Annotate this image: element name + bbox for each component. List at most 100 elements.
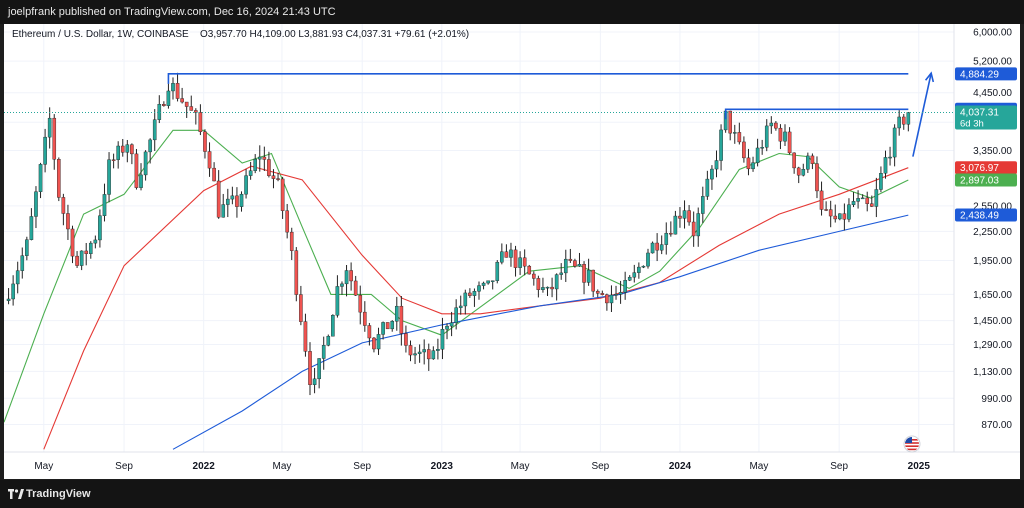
candle-body (148, 139, 152, 153)
candle-body (577, 264, 582, 267)
candle-body (267, 159, 271, 176)
price-tick-label: 2,250.00 (973, 227, 1012, 238)
time-tick-label: Sep (591, 461, 609, 472)
candle-body (764, 125, 769, 148)
candle-body (180, 98, 184, 103)
price-label-text: 2,438.49 (960, 211, 999, 222)
candle-body (472, 291, 477, 296)
brand-name: TradingView (26, 488, 91, 500)
candle-body (815, 163, 819, 192)
candle-body (737, 132, 742, 143)
candle-body (445, 325, 449, 330)
candle-body (207, 151, 212, 169)
candle-body (646, 252, 650, 267)
candle-body (344, 270, 349, 285)
candle-body (107, 159, 111, 195)
time-tick-label: May (34, 461, 53, 472)
candle-body (865, 197, 870, 204)
ma-line (4, 129, 909, 423)
candle-body (719, 129, 723, 161)
price-tick-label: 2,550.00 (973, 201, 1012, 212)
candle-body (317, 358, 321, 380)
candle-body (25, 239, 29, 256)
candle-body (705, 178, 710, 197)
candle-body (605, 294, 609, 304)
candle-body (98, 215, 102, 241)
candle-body (600, 293, 605, 295)
candle-body (47, 117, 52, 138)
candle-body (198, 112, 203, 132)
time-tick-label: 2022 (193, 461, 216, 472)
candle-body (550, 286, 554, 290)
candle-body (276, 178, 280, 180)
candle-body (627, 276, 632, 281)
chart-panel[interactable]: 6,000.005,200.004,450.003,850.003,350.00… (4, 24, 1020, 479)
candle-body (655, 242, 659, 251)
candle-body (70, 228, 75, 257)
candle-body (308, 351, 312, 385)
candle-body (130, 144, 134, 155)
candle-body (769, 122, 774, 127)
resistance-line (167, 73, 909, 84)
candle-body (468, 292, 472, 296)
candle-body (906, 112, 911, 125)
candle-body (381, 322, 385, 335)
candle-body (116, 145, 120, 160)
candle-body (43, 136, 47, 165)
candle-body (225, 198, 230, 205)
candle-body (810, 155, 815, 164)
candle-body (57, 159, 61, 198)
candle-body (349, 270, 353, 282)
tradingview-logo-icon (8, 489, 24, 499)
candle-body (536, 278, 541, 290)
candle-body (532, 273, 536, 279)
candle-body (742, 141, 746, 159)
candle-body (340, 283, 344, 287)
grid (4, 24, 954, 452)
candle-body (321, 345, 326, 359)
candle-body (710, 168, 714, 180)
candle-body (509, 249, 513, 258)
time-axis[interactable]: May Sep 2022 May Sep 2023 May Sep 2024 May Sep 2025 (34, 461, 930, 472)
candle-body (490, 280, 495, 282)
candle-body (244, 175, 248, 195)
price-tick-label: 1,290.00 (973, 340, 1012, 351)
candle-body (29, 216, 34, 240)
candle-body (102, 194, 107, 216)
price-chart[interactable]: 6,000.005,200.004,450.003,850.003,350.00… (4, 24, 1020, 479)
candle-body (162, 104, 166, 106)
candle-body (262, 156, 267, 160)
candle-body (545, 286, 550, 289)
candle-body (522, 257, 527, 267)
price-label-box (955, 161, 1017, 175)
candle-body (216, 180, 221, 218)
candle-body (751, 162, 755, 170)
candle-body (851, 201, 856, 205)
time-tick-label: May (511, 461, 530, 472)
candle-body (755, 147, 760, 163)
candle-body (426, 349, 431, 360)
candle-body (376, 334, 381, 350)
candle-body (856, 198, 860, 202)
candle-body (892, 127, 897, 158)
projection-arrowhead (924, 71, 935, 83)
candle-body (358, 295, 363, 313)
candle-body (408, 345, 413, 356)
candle-body (157, 104, 162, 120)
candle-body (591, 269, 595, 292)
candle-body (52, 117, 57, 160)
candle-body (454, 307, 458, 324)
candle-body (299, 294, 303, 322)
candle-body (363, 311, 367, 326)
candle-body (664, 232, 669, 245)
candle-body (673, 215, 678, 235)
candle-body (111, 159, 116, 161)
candle-body (289, 231, 294, 251)
candle-body (481, 282, 486, 286)
candle-body (582, 264, 586, 283)
price-axis[interactable]: 6,000.005,200.004,450.003,850.003,350.00… (973, 28, 1012, 432)
time-tick-label: May (273, 461, 292, 472)
candle-body (385, 322, 390, 330)
candle-body (554, 274, 559, 290)
candle-body (696, 213, 701, 237)
